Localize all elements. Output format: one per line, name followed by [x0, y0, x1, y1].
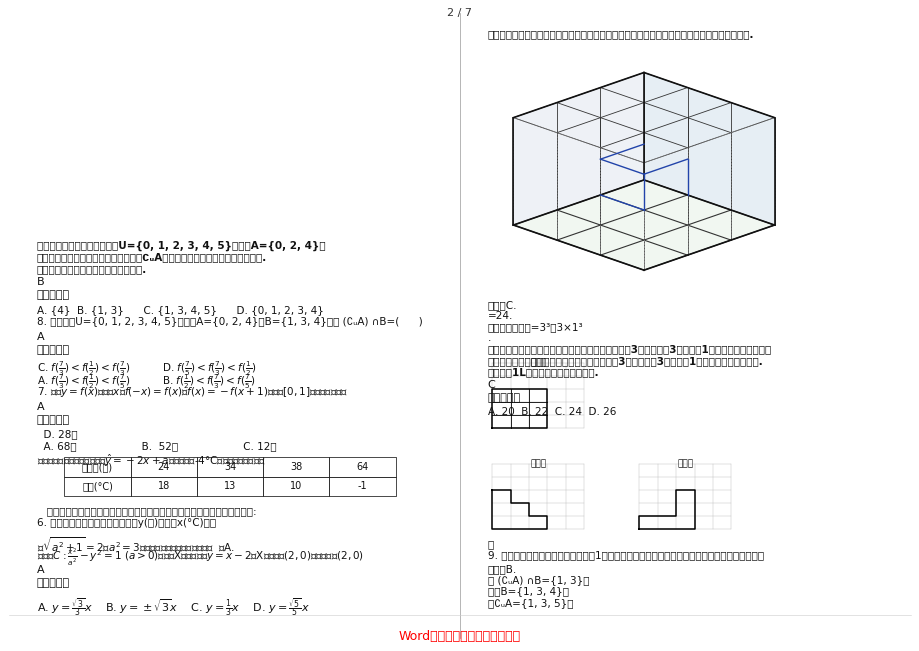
Text: 则 (∁ᵤA) ∩B={1, 3}；: 则 (∁ᵤA) ∩B={1, 3}； [487, 575, 588, 585]
Text: 用电量(度): 用电量(度) [82, 462, 113, 472]
Text: 由表中数据得到线性回归方程$\hat{y}=-2x+a$，当气温为-4°C时，预测用电量约为: 由表中数据得到线性回归方程$\hat{y}=-2x+a$，当气温为-4°C时，预… [37, 452, 266, 469]
Text: =24.: =24. [487, 311, 513, 321]
Text: A. 20  B. 22  C. 24  D. 26: A. 20 B. 22 C. 24 D. 26 [487, 407, 616, 417]
Text: 13: 13 [223, 481, 236, 492]
Text: 参考答案：: 参考答案： [37, 578, 70, 588]
Text: 24: 24 [157, 462, 170, 472]
Text: 参考答案：: 参考答案： [37, 290, 70, 300]
Text: 俯视图: 俯视图 [529, 359, 546, 368]
Text: ，$\sqrt{a^2+1}=2$，$a^2=3$，得双曲线方程后，再求渐近线  选A.: ，$\sqrt{a^2+1}=2$，$a^2=3$，得双曲线方程后，再求渐近线 … [37, 535, 234, 554]
Text: 【考点】知：交、并、补集的混合运算.: 【考点】知：交、并、补集的混合运算. [37, 264, 147, 274]
Text: 10: 10 [289, 481, 302, 492]
Text: C. $f(\frac{7}{3})<f(\frac{1}{2})<f(\frac{7}{3})$          D. $f(\frac{7}{5})<f(: C. $f(\frac{7}{3})<f(\frac{1}{2})<f(\fra… [37, 359, 256, 378]
Text: C: C [487, 380, 494, 390]
Text: 的关系，随机统计了四个工作日的用电量与当天平均气温，并制作了对照表:: 的关系，随机统计了四个工作日的用电量与当天平均气温，并制作了对照表: [37, 506, 256, 516]
Bar [64, 457, 130, 477]
Text: 故选：C.: 故选：C. [487, 300, 516, 310]
Text: 【解答】解：根据题意，全集U={0, 1, 2, 3, 4, 5}，集合A={0, 2, 4}，: 【解答】解：根据题意，全集U={0, 1, 2, 3, 4, 5}，集合A={0… [37, 241, 325, 251]
Text: 侧视图: 侧视图 [676, 460, 693, 469]
Polygon shape [643, 72, 774, 225]
Text: 双曲线$C:\frac{x^2}{a^2}-y^2=1$ $(a>0)$焦点在X轴上，直线$y=x-2$与X轴交点为$(2,0)$，故焦点为$(2,0)$: 双曲线$C:\frac{x^2}{a^2}-y^2=1$ $(a>0)$焦点在X… [37, 547, 363, 568]
Text: A. $y=\frac{\sqrt{3}}{3}x$    B. $y=\pm\sqrt{3}x$    C. $y=\frac{1}{3}x$    D. $: A. $y=\frac{\sqrt{3}}{3}x$ B. $y=\pm\sqr… [37, 596, 309, 618]
Text: 【点评】本题考查了正方体的三视图、体积计算公式，考查了推理能力与计算能力，属于基础题.: 【点评】本题考查了正方体的三视图、体积计算公式，考查了推理能力与计算能力，属于基… [487, 29, 754, 39]
Text: 则∁ᵤA={1, 3, 5}，: 则∁ᵤA={1, 3, 5}， [487, 598, 573, 607]
Bar [263, 457, 329, 477]
Polygon shape [513, 180, 774, 270]
Text: -1: -1 [357, 481, 367, 492]
Text: 7. 已知$y=f(x)$对任意$x$有$f(-x)=f(x)$，$f(x)=-f(x+1)$，且在$[0,1]$上为减函数，则: 7. 已知$y=f(x)$对任意$x$有$f(-x)=f(x)$，$f(x)=-… [37, 385, 347, 400]
Text: 故选：B.: 故选：B. [487, 564, 516, 574]
Text: 8. 已知全集U={0, 1, 2, 3, 4, 5}，集合A={0, 2, 4}，B={1, 3, 4}，则 (∁ᵤA) ∩B=(      ): 8. 已知全集U={0, 1, 2, 3, 4, 5}，集合A={0, 2, 4… [37, 316, 422, 326]
Text: 18: 18 [157, 481, 170, 492]
Text: D. 28度: D. 28度 [37, 430, 77, 439]
Bar [130, 477, 197, 496]
Text: A. 68度                    B.  52度                    C. 12度: A. 68度 B. 52度 C. 12度 [37, 441, 276, 451]
Text: A: A [37, 402, 44, 412]
Bar [329, 477, 395, 496]
Text: A. $f(\frac{7}{3})<f(\frac{1}{2})<f(\frac{7}{5})$          B. $f(\frac{1}{2})<f(: A. $f(\frac{7}{3})<f(\frac{1}{2})<f(\fra… [37, 372, 255, 391]
Bar [197, 457, 263, 477]
Bar [263, 477, 329, 496]
Text: 参考答案：: 参考答案： [487, 393, 520, 403]
Text: ）: ） [487, 539, 494, 549]
Text: 2 / 7: 2 / 7 [447, 8, 472, 18]
Text: 又由B={1, 3, 4}，: 又由B={1, 3, 4}， [487, 587, 568, 596]
Text: 正视图: 正视图 [529, 460, 546, 469]
Text: A: A [37, 565, 44, 575]
Text: 34: 34 [223, 462, 236, 472]
Bar [64, 477, 130, 496]
Text: 该几何体的体积=3³－3×1³: 该几何体的体积=3³－3×1³ [487, 322, 583, 332]
Text: B: B [37, 277, 44, 287]
Polygon shape [513, 72, 643, 225]
Text: 【分析】根据题意，由补集的定义可得∁ᵤA，又由集合的交集定义计算可得答案.: 【分析】根据题意，由补集的定义可得∁ᵤA，又由集合的交集定义计算可得答案. [37, 253, 267, 262]
Bar [329, 457, 395, 477]
Text: 【解答】解：由三视图可知：该几何体是一个棱长为3正方体去掉3个棱长为1的小正方体剩下的部分: 【解答】解：由三视图可知：该几何体是一个棱长为3正方体去掉3个棱长为1的小正方体… [487, 344, 771, 354]
Text: 气温(°C): 气温(°C) [82, 481, 113, 492]
Text: 38: 38 [289, 462, 302, 472]
Bar [130, 457, 197, 477]
Text: 参考答案：: 参考答案： [37, 415, 70, 425]
Text: 【分析】由三视图可知：该几何体是一个棱长为3正方体去掉3个棱长为1的小正方体剩下的部分.: 【分析】由三视图可知：该几何体是一个棱长为3正方体去掉3个棱长为1的小正方体剩下… [487, 356, 763, 366]
Text: 参考答案：: 参考答案： [37, 345, 70, 355]
Text: 6. 某单位为了了解某办公楼用电量y(度)与气温x(°C)之间: 6. 某单位为了了解某办公楼用电量y(度)与气温x(°C)之间 [37, 518, 216, 527]
Text: Word文档下载后（可任意编辑）: Word文档下载后（可任意编辑） [399, 630, 520, 643]
Text: 【考点】1L：由三视图求面积、体积.: 【考点】1L：由三视图求面积、体积. [487, 367, 598, 377]
Text: .: . [487, 333, 491, 343]
Text: 9. 如图，网格纸上小正方形的边长为1，实线画出的是某多面体的三视图，则该多面体的体积为（: 9. 如图，网格纸上小正方形的边长为1，实线画出的是某多面体的三视图，则该多面体… [487, 550, 763, 560]
Text: A: A [37, 332, 44, 342]
Bar [197, 477, 263, 496]
Text: 64: 64 [356, 462, 369, 472]
Text: A. {4}  B. {1, 3}      C. {1, 3, 4, 5}      D. {0, 1, 2, 3, 4}: A. {4} B. {1, 3} C. {1, 3, 4, 5} D. {0, … [37, 305, 323, 314]
